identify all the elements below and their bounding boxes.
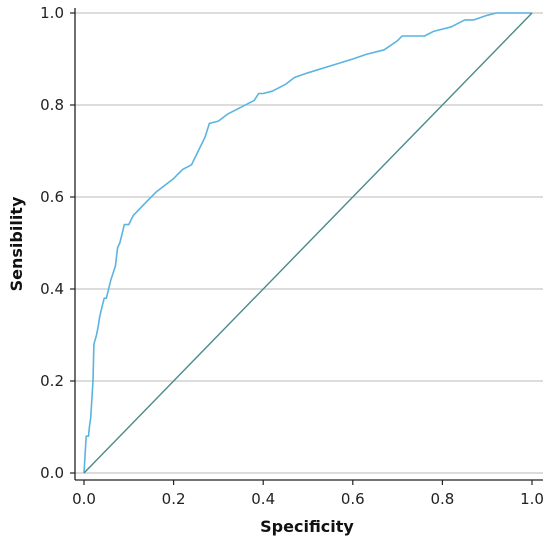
- x-tick-label: 0.0: [72, 490, 96, 508]
- y-tick-label: 0.6: [40, 188, 64, 206]
- y-tick-label: 1.0: [40, 4, 64, 22]
- y-ticks: 0.0 0.2 0.4 0.6 0.8 1.0: [40, 4, 75, 482]
- x-tick-label: 0.8: [430, 490, 454, 508]
- roc-curve-line: [83, 12, 532, 474]
- x-ticks: 0.0 0.2 0.4 0.6 0.8 1.0: [72, 480, 544, 508]
- y-tick-label: 0.0: [40, 464, 64, 482]
- x-tick-label: 1.0: [520, 490, 544, 508]
- x-axis-title: Specificity: [260, 517, 354, 536]
- y-tick-label: 0.2: [40, 372, 64, 390]
- y-tick-label: 0.4: [40, 280, 64, 298]
- y-gridlines: [75, 12, 543, 474]
- reference-diagonal-line: [83, 12, 533, 474]
- y-axis-title: Sensibility: [7, 196, 26, 291]
- x-tick-label: 0.6: [341, 490, 365, 508]
- series-group: [83, 12, 533, 474]
- x-tick-label: 0.2: [162, 490, 186, 508]
- x-tick-label: 0.4: [251, 490, 275, 508]
- y-tick-label: 0.8: [40, 96, 64, 114]
